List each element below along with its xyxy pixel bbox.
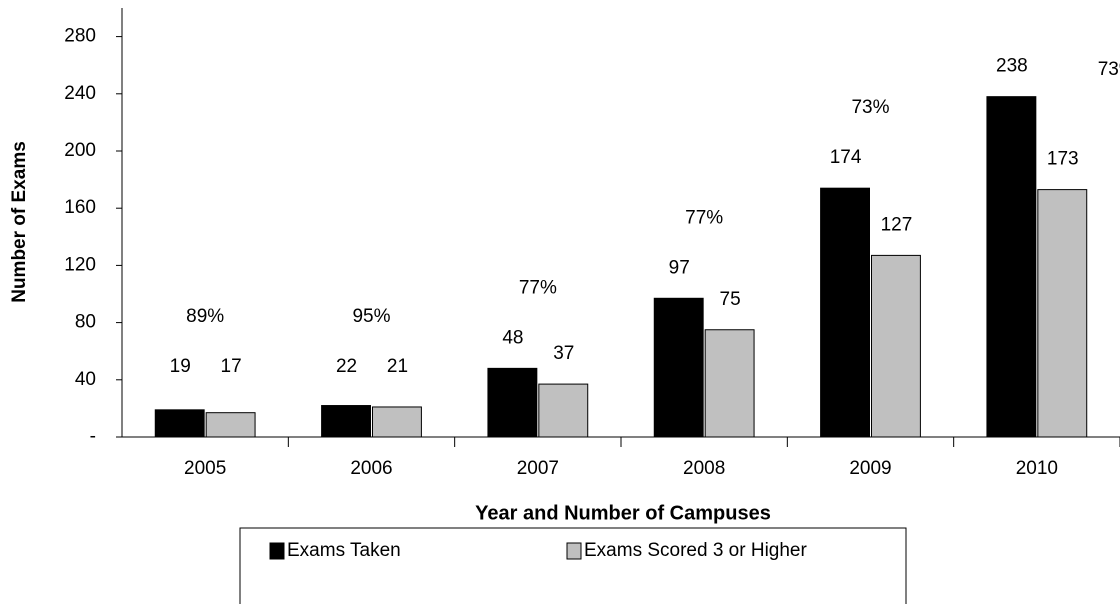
- value-label: 127: [881, 214, 913, 235]
- bar: [321, 405, 372, 438]
- legend-swatch: [269, 542, 285, 560]
- value-label: 238: [996, 56, 1028, 77]
- value-label: 37: [553, 343, 574, 364]
- bar: [1037, 189, 1088, 438]
- legend-label: Exams Taken: [287, 540, 401, 561]
- x-tick-label: 2007: [517, 458, 559, 479]
- value-label: 173: [1047, 149, 1079, 170]
- y-tick-label: 160: [64, 197, 96, 218]
- y-tick-label: 200: [64, 140, 96, 161]
- x-tick-label: 2006: [350, 458, 392, 479]
- percent-label: 77%: [685, 207, 723, 228]
- bar: [653, 297, 704, 438]
- y-tick-label: 120: [64, 254, 96, 275]
- x-tick-label: 2009: [849, 458, 891, 479]
- bar: [372, 406, 422, 438]
- legend-label: Exams Scored 3 or Higher: [584, 540, 807, 561]
- y-axis-title: Number of Exams: [9, 141, 30, 303]
- value-label: 17: [221, 356, 242, 377]
- bar: [154, 409, 205, 438]
- value-label: 22: [336, 356, 357, 377]
- y-tick-label: -: [90, 426, 96, 447]
- value-label: 174: [830, 147, 862, 168]
- value-label: 97: [669, 257, 690, 278]
- percent-label: 95%: [352, 306, 390, 327]
- y-tick-label: 240: [64, 83, 96, 104]
- bar: [986, 96, 1037, 438]
- y-tick-label: 40: [75, 369, 96, 390]
- x-tick-label: 2010: [1016, 458, 1058, 479]
- value-label: 19: [170, 356, 191, 377]
- x-axis-title: Year and Number of Campuses: [475, 502, 771, 524]
- bar: [820, 187, 870, 438]
- legend-swatch: [566, 542, 582, 560]
- bar: [704, 329, 755, 438]
- bar: [487, 367, 538, 438]
- y-tick-label: 280: [64, 26, 96, 47]
- y-tick-label: 80: [75, 312, 96, 333]
- percent-label: 89%: [186, 306, 224, 327]
- percent-label: 73%: [1098, 59, 1120, 80]
- value-label: 75: [720, 289, 741, 310]
- percent-label: 77%: [519, 277, 557, 298]
- value-label: 48: [502, 327, 523, 348]
- value-label: 21: [387, 356, 408, 377]
- x-tick-label: 2005: [184, 458, 226, 479]
- percent-label: 73%: [851, 97, 889, 118]
- x-tick-label: 2008: [683, 458, 725, 479]
- bar: [871, 254, 921, 438]
- legend-box: [239, 527, 907, 604]
- bar: [538, 383, 589, 438]
- bar: [205, 412, 256, 438]
